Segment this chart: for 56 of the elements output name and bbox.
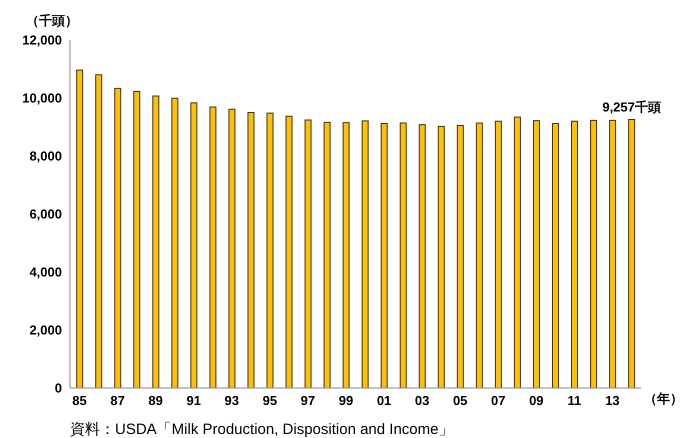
bar: [438, 126, 445, 388]
text: 資料：USDA「Milk Production, Disposition and Income」: [70, 420, 454, 438]
bar: [362, 120, 369, 388]
bar: [228, 108, 236, 388]
bar: [418, 124, 426, 388]
bar: [514, 116, 521, 388]
x-tick-label: 93: [224, 393, 240, 408]
y-tick-label: 6,000: [29, 206, 62, 222]
bar: [286, 116, 293, 388]
bar: [476, 122, 483, 388]
x-tick-label: 11: [568, 393, 582, 408]
y-tick-label: 8,000: [29, 148, 62, 164]
y-tick-label: 0: [54, 380, 62, 396]
bar: [247, 112, 254, 388]
x-tick-label: 97: [300, 393, 316, 408]
x-tick-label: 13: [605, 393, 620, 408]
x-tick-label: 09: [529, 393, 544, 408]
bar: [304, 120, 312, 388]
bar: [324, 122, 331, 388]
bar: [342, 122, 350, 388]
x-tick-label: 91: [186, 393, 201, 408]
y-axis-title: （千頭）: [26, 12, 78, 30]
bar: [266, 112, 274, 388]
x-tick-label: 87: [110, 393, 125, 408]
bar: [152, 95, 160, 388]
bar: [95, 74, 102, 388]
bar: [76, 70, 84, 388]
bar: [114, 88, 122, 388]
x-axis-title: （年）: [644, 390, 683, 408]
x-tick-label: 05: [452, 393, 468, 408]
x-tick-label: 03: [414, 393, 430, 408]
x-tick-label: 01: [376, 393, 392, 408]
bar: [552, 123, 559, 388]
bar: [571, 120, 578, 388]
y-tick-label: 4,000: [29, 264, 62, 280]
bar: [190, 102, 198, 388]
x-tick-label: 85: [72, 393, 87, 408]
bar: [628, 119, 636, 388]
x-tick-label: 95: [262, 393, 278, 408]
bar: [456, 125, 464, 388]
bar: [590, 120, 598, 388]
bar: [209, 106, 216, 388]
x-tick-label: 99: [338, 393, 354, 408]
y-tick-label: 12,000: [22, 32, 62, 48]
bar: [133, 90, 140, 388]
data-label: 9,257千頭: [602, 100, 661, 115]
x-tick-label: 89: [148, 393, 163, 408]
x-tick-label: 07: [491, 393, 506, 408]
bar: [609, 120, 616, 388]
bar: [380, 123, 388, 388]
y-tick-label: 10,000: [22, 90, 62, 106]
bar: [171, 98, 178, 388]
bar: [400, 122, 407, 388]
bar: [494, 120, 502, 388]
bar: [532, 120, 540, 388]
y-tick-label: 2,000: [29, 322, 62, 338]
